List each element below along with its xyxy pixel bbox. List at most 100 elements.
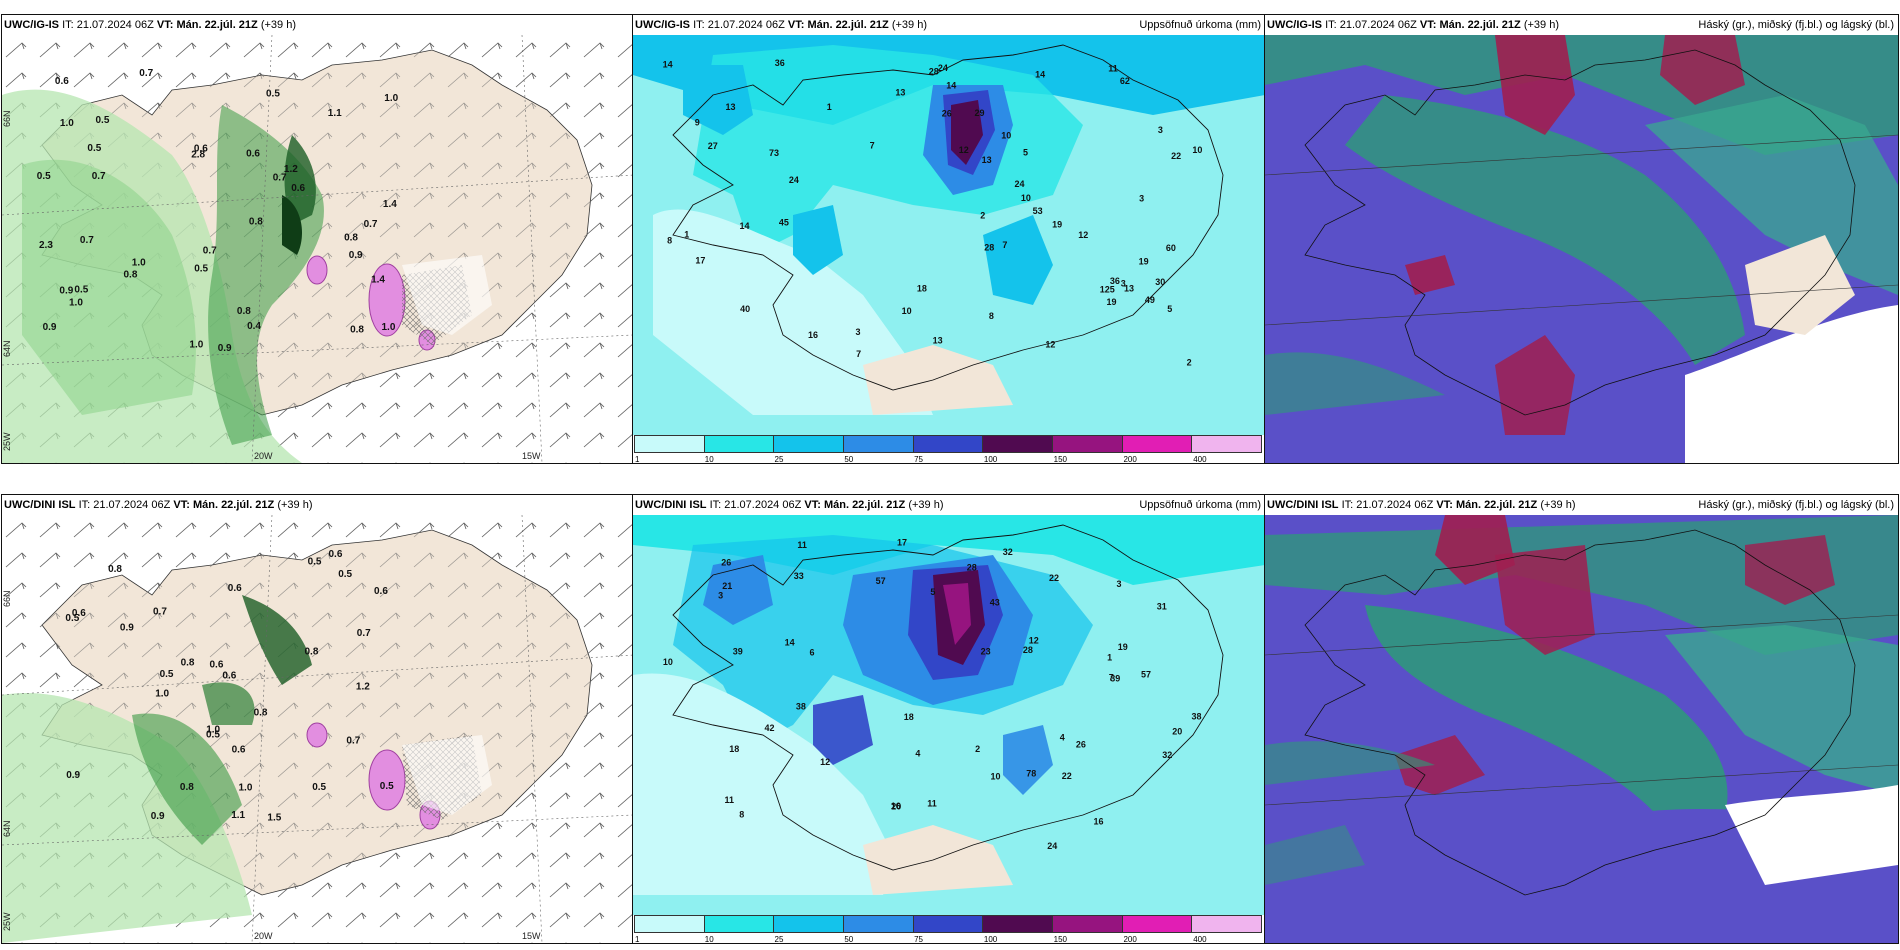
lead-time: (+39 h) (260, 19, 296, 31)
map-value-label: 31 (1157, 601, 1167, 611)
colorbar-tick-label: 150 (1053, 935, 1068, 944)
map-value-label: 11 (927, 799, 937, 809)
colorbar-segment (1122, 915, 1193, 933)
panel-header: UWC/IG-IS IT: 21.07.2024 06Z VT: Mán. 22… (2, 15, 633, 35)
map-value-label: 0.5 (206, 729, 220, 740)
map-value-label: 1.0 (189, 340, 203, 351)
lon-15w-label: 15W (522, 931, 541, 941)
map-value-label: 0.7 (273, 173, 287, 184)
colorbar-segment (704, 435, 775, 453)
precip-title: Uppsöfnuð úrkoma (mm) (1139, 499, 1261, 511)
lead-time: (+39 h) (891, 19, 927, 31)
panel-header: UWC/IG-IS IT: 21.07.2024 06Z VT: Mán. 22… (1265, 15, 1898, 35)
map-value-label: 38 (1192, 712, 1202, 722)
map-value-label: 26 (942, 109, 952, 119)
map-value-label: 0.9 (59, 286, 73, 297)
map-value-label: 0.4 (247, 321, 261, 332)
panel-header: UWC/DINI ISL IT: 21.07.2024 06Z VT: Mán.… (1265, 495, 1898, 515)
map-value-label: 14 (663, 59, 673, 69)
map-value-label: 1 (827, 102, 832, 112)
map-value-label: 0.8 (124, 269, 138, 280)
map-value-label: 0.5 (87, 143, 101, 154)
map-value-label: 0.6 (232, 744, 246, 755)
map-value-label: 3 (1121, 279, 1126, 289)
map-value-label: 27 (708, 141, 718, 151)
map-value-label: 0.8 (249, 216, 263, 227)
map-value-label: 10 (1021, 193, 1031, 203)
colorbar-tick-label: 400 (1193, 935, 1207, 944)
map-value-label: 8 (667, 236, 672, 246)
map-value-label: 0.7 (153, 606, 167, 617)
model-label: UWC/DINI ISL (4, 499, 76, 511)
map-value-label: 3 (856, 327, 861, 337)
map-value-label: 4 (915, 749, 920, 759)
map-value-label: 5 (1023, 148, 1028, 158)
model-label: UWC/DINI ISL (635, 499, 707, 511)
colorbar-tick-label: 100 (983, 455, 998, 464)
map-value-label: 49 (1145, 295, 1155, 305)
colorbar-segment (704, 915, 775, 933)
lon-25w-label: 25W (2, 432, 12, 451)
colorbar-tick-label: 150 (1053, 455, 1068, 464)
map-value-label: 13 (982, 155, 992, 165)
model-label: UWC/IG-IS (1267, 19, 1322, 31)
map-value-label: 13 (895, 87, 905, 97)
map-value-label: 0.5 (312, 782, 326, 793)
vt-label: VT: (787, 19, 805, 31)
lat-64n-label: 64N (2, 340, 12, 357)
panel-header: UWC/IG-IS IT: 21.07.2024 06Z VT: Mán. 22… (633, 15, 1265, 35)
map-value-label: 13 (1124, 284, 1134, 294)
map-value-label: 0.5 (74, 285, 88, 296)
map-value-label: 0.5 (338, 569, 352, 580)
colorbar-segment (844, 435, 914, 453)
vt-label: VT: (173, 499, 190, 511)
map-value-label: 22 (1171, 151, 1181, 161)
map-value-label: 14 (740, 221, 750, 231)
map-value-label: 20 (891, 802, 901, 812)
it-label: IT: (1325, 19, 1337, 31)
map-value-label: 39 (733, 646, 743, 656)
map-value-label: 0.7 (80, 235, 94, 246)
colorbar-tick-label: 200 (1123, 455, 1137, 464)
map-value-label: 0.7 (357, 628, 371, 639)
colorbar-tick-label: 1 (635, 455, 640, 464)
cloud-map (1265, 35, 1898, 463)
map-value-label: 0.7 (346, 735, 360, 746)
colorbar-tick-label: 50 (844, 455, 854, 464)
map-value-label: 0.5 (160, 669, 174, 680)
map-value-label: 7 (1002, 240, 1007, 250)
map-value-label: 45 (779, 218, 789, 228)
it-label: IT: (1341, 499, 1354, 511)
colorbar-tick-label: 25 (774, 935, 784, 944)
map-value-label: 0.6 (210, 659, 224, 670)
map-value-label: 57 (1141, 670, 1151, 680)
map-value-label: 30 (1155, 277, 1165, 287)
colorbar-segment (983, 435, 1054, 453)
map-value-label: 78 (1026, 768, 1036, 778)
valid-time: Mán. 22.júl. 21Z (1455, 499, 1538, 511)
vt-label: VT: (1419, 19, 1437, 31)
map-value-label: 0.9 (218, 343, 232, 354)
map-value-label: 36 (1110, 276, 1120, 286)
map-value-label: 0.5 (96, 115, 110, 126)
map-value-label: 0.5 (65, 613, 79, 624)
precip-map-panel-dini: UWC/DINI ISL IT: 21.07.2024 06Z VT: Mán.… (632, 494, 1266, 944)
map-value-label: 14 (785, 637, 795, 647)
map-value-label: 23 (981, 646, 991, 656)
map-value-label: 0.6 (194, 144, 208, 155)
colorbar-segment (1053, 915, 1123, 933)
lat-66n-label: 66N (2, 590, 12, 607)
map-value-label: 0.6 (291, 183, 305, 194)
map-value-label: 0.6 (222, 671, 236, 682)
init-time: 21.07.2024 06Z (1339, 19, 1417, 31)
map-value-label: 19 (1139, 257, 1149, 267)
map-value-label: 14 (1035, 69, 1045, 79)
colorbar-tick-label: 10 (704, 935, 714, 944)
map-value-label: 1.0 (384, 93, 398, 104)
map-value-label: 9 (695, 117, 700, 127)
map-value-label: 2 (975, 744, 980, 754)
colorbar-tick-label: 100 (983, 935, 998, 944)
map-value-label: 1 (1107, 653, 1112, 663)
map-value-label: 0.6 (72, 608, 86, 619)
